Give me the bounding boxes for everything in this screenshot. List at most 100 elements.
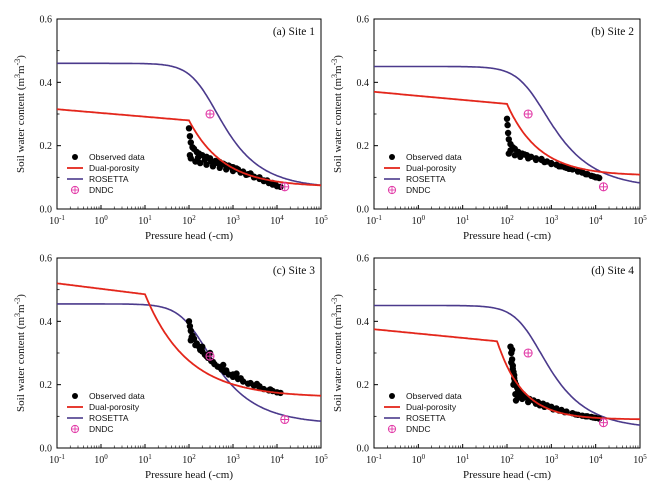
x-tick-label: 102 bbox=[500, 453, 514, 466]
legend-dndc-symbol bbox=[70, 185, 80, 195]
observed-point bbox=[503, 115, 511, 123]
panel-3: 0.0 0.2 0.4 0.6 10-1 100 101 102 103 104 105 Pressu… bbox=[13, 254, 328, 482]
observed-point bbox=[510, 381, 517, 388]
dndc-point bbox=[523, 348, 533, 358]
x-tick-label: 104 bbox=[589, 453, 603, 466]
panel-title: (c) Site 3 bbox=[273, 265, 315, 277]
observed-point bbox=[237, 375, 244, 382]
y-axis-label: Soil water content (m3m-3) bbox=[13, 55, 27, 173]
x-tick-label: 105 bbox=[314, 214, 328, 227]
legend-dndc-symbol bbox=[387, 185, 397, 195]
y-tick-label: 0.4 bbox=[40, 317, 53, 328]
dndc-point bbox=[205, 351, 215, 361]
x-tick-label: 100 bbox=[94, 214, 108, 227]
x-tick-label: 105 bbox=[314, 453, 328, 466]
observed-point bbox=[209, 163, 217, 170]
y-tick-label: 0.4 bbox=[40, 78, 53, 89]
observed-point bbox=[561, 164, 568, 171]
x-tick-label: 102 bbox=[182, 214, 196, 227]
legend-label: Dual-porosity bbox=[89, 163, 140, 173]
observed-point bbox=[223, 367, 230, 374]
observed-point bbox=[555, 163, 563, 170]
observed-point bbox=[508, 346, 516, 353]
panel-2: 0.0 0.2 0.4 0.6 10-1 100 101 102 103 104 105 Pressu… bbox=[330, 15, 647, 243]
legend-label: ROSETTA bbox=[89, 413, 129, 423]
observed-point bbox=[185, 318, 193, 325]
observed-point bbox=[214, 159, 221, 167]
observed-point bbox=[504, 121, 511, 129]
y-tick-label: 0.2 bbox=[40, 141, 53, 152]
observed-point bbox=[594, 174, 601, 181]
panel-1: 0.0 0.2 0.4 0.6 10-1 100 101 102 103 104 105 Pressu… bbox=[13, 15, 328, 243]
observed-point bbox=[233, 370, 240, 377]
panel-4: 0.0 0.2 0.4 0.6 10-1 100 101 102 103 104 105 Pressu… bbox=[330, 254, 647, 482]
legend-observed-symbol bbox=[389, 154, 395, 160]
observed-point bbox=[509, 365, 516, 372]
rosetta-line bbox=[57, 62, 321, 186]
x-axis-label: Pressure head (-cm) bbox=[463, 230, 551, 242]
observed-point bbox=[579, 169, 586, 176]
legend-label: ROSETTA bbox=[406, 174, 446, 184]
observed-point bbox=[220, 361, 227, 369]
dndc-point bbox=[598, 418, 609, 428]
legend-observed-symbol bbox=[72, 154, 78, 160]
panel-title: (d) Site 4 bbox=[591, 265, 634, 277]
y-tick-label: 0.0 bbox=[357, 205, 370, 216]
x-tick-label: 103 bbox=[545, 453, 559, 466]
legend-label: Observed data bbox=[406, 152, 462, 162]
x-tick-label: 101 bbox=[456, 453, 470, 466]
dndc-point bbox=[280, 182, 290, 192]
observed-point bbox=[507, 147, 514, 154]
panel-title: (b) Site 2 bbox=[591, 26, 634, 38]
dndc-point bbox=[205, 109, 215, 119]
y-tick-label: 0.2 bbox=[40, 380, 53, 391]
legend-label: Observed data bbox=[89, 391, 145, 401]
observed-point bbox=[186, 133, 194, 140]
observed-point bbox=[247, 379, 254, 387]
y-tick-label: 0.2 bbox=[357, 380, 370, 391]
y-tick-label: 0.4 bbox=[357, 78, 370, 89]
observed-point bbox=[187, 139, 194, 146]
x-tick-label: 10-1 bbox=[366, 453, 382, 466]
legend-label: Dual-porosity bbox=[406, 402, 457, 412]
x-tick-label: 100 bbox=[412, 453, 426, 466]
dual-porosity-line bbox=[374, 328, 640, 421]
x-tick-label: 101 bbox=[138, 453, 152, 466]
curves bbox=[374, 304, 640, 428]
x-tick-label: 101 bbox=[456, 214, 470, 227]
y-axis-label: Soil water content (m3m-3) bbox=[330, 55, 344, 173]
y-tick-label: 0.6 bbox=[357, 15, 370, 26]
curves bbox=[57, 282, 321, 425]
legend-label: DNDC bbox=[406, 424, 431, 434]
observed-point bbox=[505, 136, 512, 143]
observed-point bbox=[221, 161, 228, 168]
x-tick-label: 10-1 bbox=[49, 214, 65, 227]
x-tick-label: 103 bbox=[226, 214, 240, 227]
legend-label: ROSETTA bbox=[89, 174, 129, 184]
x-axis-label: Pressure head (-cm) bbox=[463, 469, 551, 481]
observed-point bbox=[203, 161, 210, 168]
observed-point bbox=[201, 156, 209, 164]
observed-point bbox=[538, 155, 545, 163]
observed-point bbox=[199, 343, 206, 350]
observed-point bbox=[508, 359, 515, 366]
observed-point bbox=[186, 152, 194, 159]
y-tick-label: 0.2 bbox=[357, 141, 370, 152]
x-tick-label: 10-1 bbox=[366, 214, 382, 227]
y-axis-label: Soil water content (m3m-3) bbox=[330, 294, 344, 412]
observed-point bbox=[511, 152, 518, 159]
x-tick-label: 100 bbox=[412, 214, 426, 227]
x-tick-label: 103 bbox=[545, 214, 559, 227]
rosetta-line bbox=[374, 304, 640, 426]
legend-dndc-symbol bbox=[387, 424, 397, 434]
observed-point bbox=[194, 154, 202, 161]
dual-porosity-line bbox=[57, 282, 321, 397]
rosetta-line bbox=[374, 65, 640, 184]
dndc-point bbox=[598, 182, 609, 192]
observed-point bbox=[525, 398, 532, 406]
x-tick-label: 102 bbox=[500, 214, 514, 227]
dndc-point bbox=[523, 109, 533, 119]
legend-label: Observed data bbox=[89, 152, 145, 162]
legend-label: DNDC bbox=[89, 185, 114, 195]
